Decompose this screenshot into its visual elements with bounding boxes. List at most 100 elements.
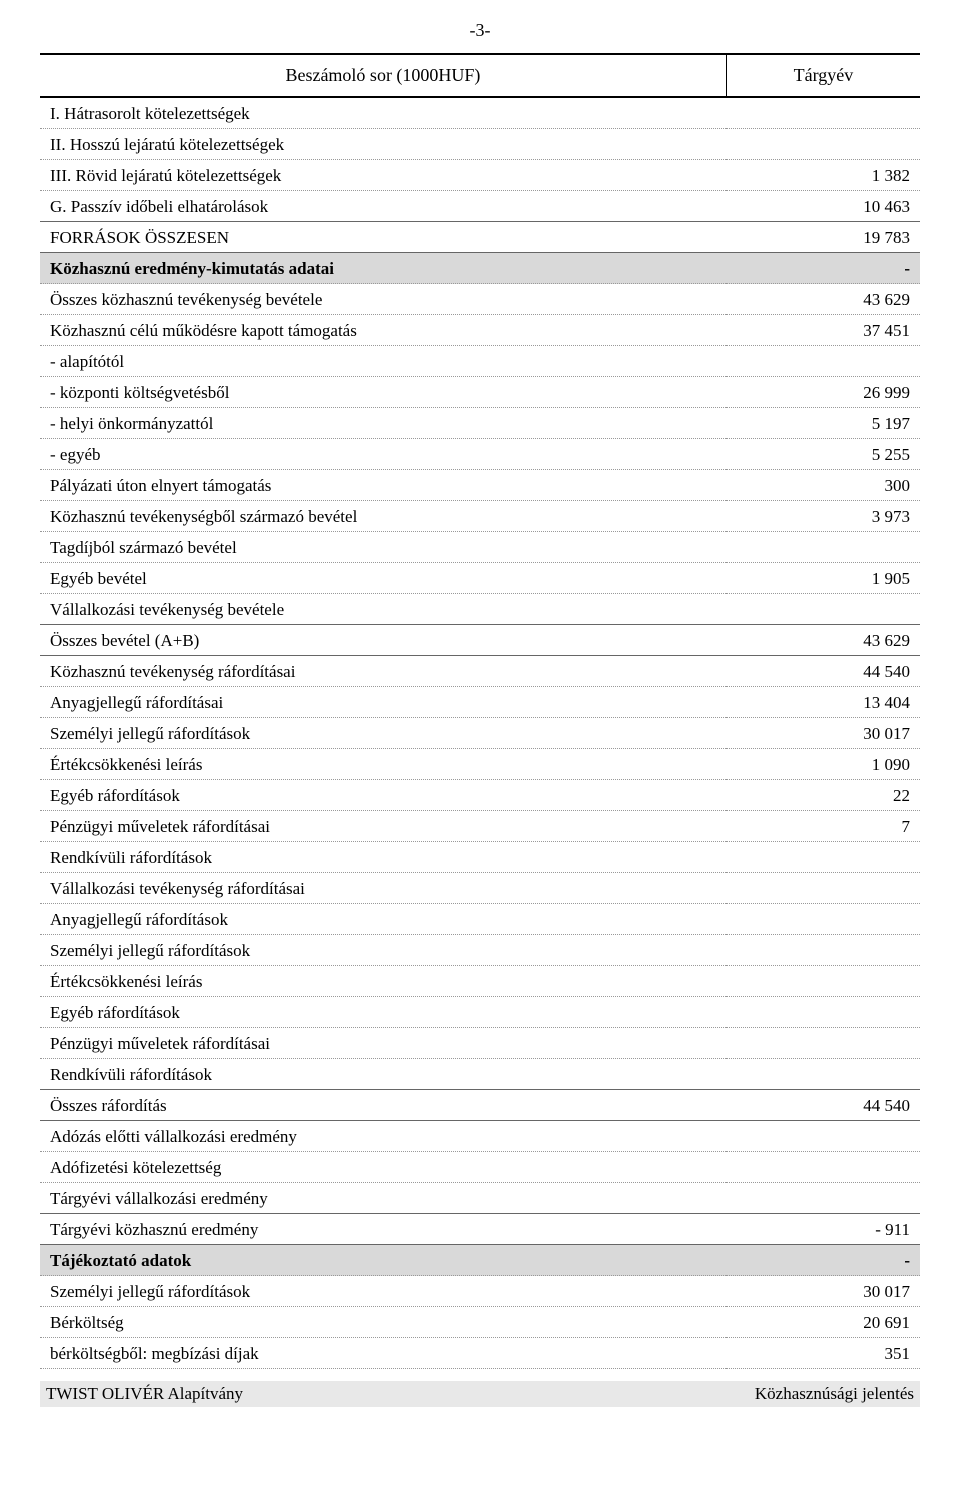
table-row: Adófizetési kötelezettség xyxy=(40,1152,920,1183)
row-label: Személyi jellegű ráfordítások xyxy=(40,935,726,966)
row-label: - egyéb xyxy=(40,439,726,470)
row-value: - xyxy=(726,1245,920,1276)
row-value: 1 090 xyxy=(726,749,920,780)
row-label: Pénzügyi műveletek ráfordításai xyxy=(40,1028,726,1059)
row-value: 13 404 xyxy=(726,687,920,718)
table-row: Összes bevétel (A+B)43 629 xyxy=(40,625,920,656)
row-label: G. Passzív időbeli elhatárolások xyxy=(40,191,726,222)
row-value: 1 905 xyxy=(726,563,920,594)
row-value xyxy=(726,1028,920,1059)
row-value: 43 629 xyxy=(726,625,920,656)
row-label: Közhasznú célú működésre kapott támogatá… xyxy=(40,315,726,346)
table-row: Személyi jellegű ráfordítások30 017 xyxy=(40,718,920,749)
row-label: Tájékoztató adatok xyxy=(40,1245,726,1276)
row-value xyxy=(726,532,920,563)
row-label: Személyi jellegű ráfordítások xyxy=(40,718,726,749)
row-label: Pályázati úton elnyert támogatás xyxy=(40,470,726,501)
row-label: Személyi jellegű ráfordítások xyxy=(40,1276,726,1307)
table-row: - helyi önkormányzattól5 197 xyxy=(40,408,920,439)
row-value: 26 999 xyxy=(726,377,920,408)
row-value xyxy=(726,1183,920,1214)
row-value: 30 017 xyxy=(726,718,920,749)
row-value: 7 xyxy=(726,811,920,842)
row-value xyxy=(726,904,920,935)
table-row: Közhasznú tevékenységből származó bevéte… xyxy=(40,501,920,532)
table-row: Pályázati úton elnyert támogatás300 xyxy=(40,470,920,501)
row-value xyxy=(726,129,920,160)
table-row: Adózás előtti vállalkozási eredmény xyxy=(40,1121,920,1152)
row-value xyxy=(726,873,920,904)
row-label: Közhasznú tevékenység ráfordításai xyxy=(40,656,726,687)
table-row: FORRÁSOK ÖSSZESEN19 783 xyxy=(40,222,920,253)
table-row: Közhasznú tevékenység ráfordításai44 540 xyxy=(40,656,920,687)
row-value: 30 017 xyxy=(726,1276,920,1307)
table-row: Pénzügyi műveletek ráfordításai xyxy=(40,1028,920,1059)
table-row: Tagdíjból származó bevétel xyxy=(40,532,920,563)
row-label: bérköltségből: megbízási díjak xyxy=(40,1338,726,1369)
row-label: Közhasznú eredmény-kimutatás adatai xyxy=(40,253,726,284)
row-value: - 911 xyxy=(726,1214,920,1245)
table-row: Anyagjellegű ráfordításai13 404 xyxy=(40,687,920,718)
row-value: 3 973 xyxy=(726,501,920,532)
row-label: Pénzügyi műveletek ráfordításai xyxy=(40,811,726,842)
row-value: 19 783 xyxy=(726,222,920,253)
table-row: Rendkívüli ráfordítások xyxy=(40,842,920,873)
row-label: Vállalkozási tevékenység bevétele xyxy=(40,594,726,625)
row-value xyxy=(726,842,920,873)
row-label: II. Hosszú lejáratú kötelezettségek xyxy=(40,129,726,160)
table-row: - központi költségvetésből26 999 xyxy=(40,377,920,408)
row-label: - központi költségvetésből xyxy=(40,377,726,408)
row-value: 44 540 xyxy=(726,656,920,687)
table-row: Személyi jellegű ráfordítások xyxy=(40,935,920,966)
row-label: Anyagjellegű ráfordításai xyxy=(40,687,726,718)
header-col1: Beszámoló sor (1000HUF) xyxy=(40,54,726,97)
row-value: 5 255 xyxy=(726,439,920,470)
table-row: Bérköltség20 691 xyxy=(40,1307,920,1338)
table-row: Egyéb ráfordítások22 xyxy=(40,780,920,811)
row-value: 5 197 xyxy=(726,408,920,439)
table-row: - alapítótól xyxy=(40,346,920,377)
row-value xyxy=(726,594,920,625)
table-row: Tájékoztató adatok- xyxy=(40,1245,920,1276)
row-value xyxy=(726,346,920,377)
row-label: Értékcsökkenési leírás xyxy=(40,749,726,780)
table-header-row: Beszámoló sor (1000HUF) Tárgyév xyxy=(40,54,920,97)
row-value xyxy=(726,97,920,129)
row-value: - xyxy=(726,253,920,284)
row-value: 10 463 xyxy=(726,191,920,222)
header-col2: Tárgyév xyxy=(726,54,920,97)
table-row: Egyéb bevétel1 905 xyxy=(40,563,920,594)
row-label: Anyagjellegű ráfordítások xyxy=(40,904,726,935)
row-value: 351 xyxy=(726,1338,920,1369)
row-label: - alapítótól xyxy=(40,346,726,377)
table-row: Vállalkozási tevékenység ráfordításai xyxy=(40,873,920,904)
row-label: Adófizetési kötelezettség xyxy=(40,1152,726,1183)
table-row: Közhasznú eredmény-kimutatás adatai- xyxy=(40,253,920,284)
row-label: Értékcsökkenési leírás xyxy=(40,966,726,997)
page-number: -3- xyxy=(40,20,920,41)
row-label: Közhasznú tevékenységből származó bevéte… xyxy=(40,501,726,532)
row-value: 22 xyxy=(726,780,920,811)
table-row: Tárgyévi közhasznú eredmény- 911 xyxy=(40,1214,920,1245)
table-row: II. Hosszú lejáratú kötelezettségek xyxy=(40,129,920,160)
table-row: Összes ráfordítás44 540 xyxy=(40,1090,920,1121)
row-label: Vállalkozási tevékenység ráfordításai xyxy=(40,873,726,904)
row-label: Egyéb ráfordítások xyxy=(40,997,726,1028)
table-row: Egyéb ráfordítások xyxy=(40,997,920,1028)
row-label: Egyéb ráfordítások xyxy=(40,780,726,811)
row-value: 300 xyxy=(726,470,920,501)
footer-right: Közhasznúsági jelentés xyxy=(755,1384,914,1404)
table-row: Összes közhasznú tevékenység bevétele43 … xyxy=(40,284,920,315)
row-value xyxy=(726,1152,920,1183)
row-label: Összes bevétel (A+B) xyxy=(40,625,726,656)
row-value: 37 451 xyxy=(726,315,920,346)
table-row: - egyéb5 255 xyxy=(40,439,920,470)
table-row: Tárgyévi vállalkozási eredmény xyxy=(40,1183,920,1214)
row-value xyxy=(726,1059,920,1090)
table-row: Anyagjellegű ráfordítások xyxy=(40,904,920,935)
row-label: Rendkívüli ráfordítások xyxy=(40,1059,726,1090)
row-value: 44 540 xyxy=(726,1090,920,1121)
table-row: Pénzügyi műveletek ráfordításai7 xyxy=(40,811,920,842)
table-row: Vállalkozási tevékenység bevétele xyxy=(40,594,920,625)
row-label: Adózás előtti vállalkozási eredmény xyxy=(40,1121,726,1152)
